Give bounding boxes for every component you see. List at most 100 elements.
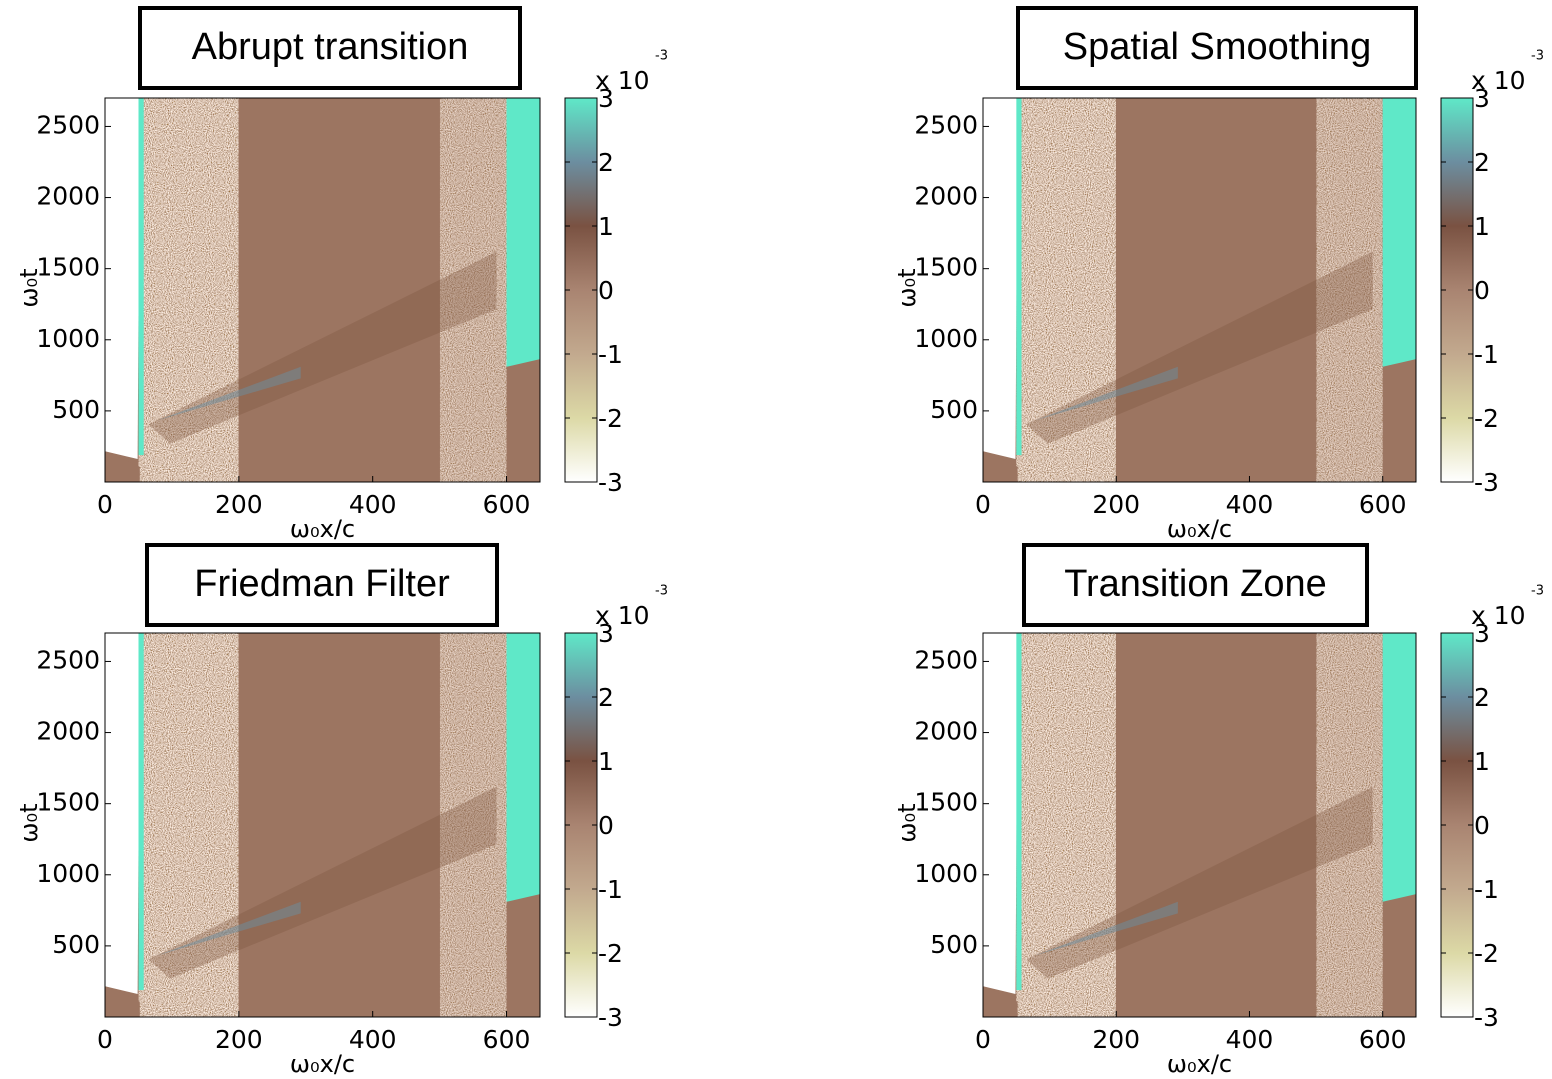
colorbar-multiplier: x 10: [1471, 601, 1526, 630]
field-cyan: [138, 633, 144, 991]
field-band: [157, 901, 301, 956]
title-box: [1022, 543, 1369, 627]
colorbar-tick-label: 3: [598, 84, 614, 113]
field-cyan: [506, 98, 540, 367]
colorbar-tick-label: -1: [1474, 340, 1499, 369]
colorbar-tick-label: 0: [1474, 811, 1490, 840]
x-tick-label: 600: [483, 1025, 531, 1054]
field-noise: [439, 633, 507, 1017]
field-bottom: [105, 451, 140, 482]
x-tick-label: 400: [1226, 490, 1274, 519]
x-tick-label: 200: [215, 1025, 263, 1054]
y-tick-label: 1000: [914, 859, 978, 888]
colorbar-tick-label: 2: [598, 683, 614, 712]
field-noise: [439, 98, 507, 482]
colorbar-tick-label: 3: [1474, 84, 1490, 113]
field-noise: [1016, 98, 1116, 482]
title-box: [1016, 6, 1418, 90]
colorbar-tick-label: 0: [598, 811, 614, 840]
colorbar-tick-label: 1: [598, 212, 614, 241]
colorbar-exponent: -3: [1531, 584, 1544, 599]
x-tick-label: 0: [975, 1025, 991, 1054]
colorbar-tick-label: 1: [598, 747, 614, 776]
y-tick-label: 500: [930, 930, 978, 959]
field-bottom: [983, 451, 1018, 482]
x-axis-label: ω₀x/c: [290, 515, 355, 543]
field-white: [105, 633, 140, 994]
panel: 0 200 400 600 500 1000 1500 2000 2500 ω₀x/c ω₀t Tra…: [893, 543, 1544, 1078]
x-axis-label: ω₀x/c: [290, 1050, 355, 1078]
y-tick-label: 1000: [914, 324, 978, 353]
colorbar-tick-label: -1: [598, 340, 623, 369]
colorbar-tick-label: -2: [1474, 404, 1499, 433]
heatmap: [983, 633, 1416, 1017]
y-axis-label: ω₀t: [15, 803, 43, 842]
colorbar-tick-label: -2: [598, 939, 623, 968]
y-tick-label: 1500: [36, 253, 100, 282]
y-tick-label: 1000: [36, 859, 100, 888]
y-axis-label: ω₀t: [15, 268, 43, 307]
field-band: [1034, 901, 1178, 956]
x-tick-label: 400: [1226, 1025, 1274, 1054]
y-tick-label: 2000: [914, 182, 978, 211]
field-cyan: [1382, 633, 1416, 902]
y-tick-label: 1000: [36, 324, 100, 353]
plot-frame: [104, 632, 541, 1018]
plot-frame: [982, 97, 1417, 483]
panel: 0 200 400 600 500 1000 1500 2000 2500 ω₀x/c ω₀t Spa…: [893, 6, 1544, 543]
x-tick-label: 200: [1092, 490, 1140, 519]
x-tick-label: 0: [975, 490, 991, 519]
field-white: [983, 98, 1018, 459]
colorbar-exponent: -3: [655, 584, 668, 599]
field-noise: [138, 98, 239, 482]
y-tick-label: 1500: [914, 788, 978, 817]
colorbar-tick-label: -2: [1474, 939, 1499, 968]
colorbar-tick-label: 1: [1474, 212, 1490, 241]
colorbar: [1440, 97, 1474, 483]
colorbar-tick-label: -3: [598, 1003, 623, 1032]
y-tick-label: 2500: [36, 110, 100, 139]
field-white: [983, 633, 1018, 994]
x-axis-label: ω₀x/c: [1167, 1050, 1232, 1078]
colorbar-multiplier: x 10: [1471, 66, 1526, 95]
field-white: [105, 98, 140, 459]
panel: 0 200 400 600 500 1000 1500 2000 2500 ω₀x/c ω₀t Abr…: [15, 6, 668, 543]
field-bottom: [983, 986, 1018, 1017]
colorbar-tick-label: -1: [598, 875, 623, 904]
colorbar-tick-label: 0: [598, 276, 614, 305]
y-tick-label: 500: [52, 930, 100, 959]
heatmap: [105, 633, 540, 1017]
y-tick-label: 500: [52, 395, 100, 424]
chart-title: Friedman Filter: [194, 563, 450, 605]
field-band: [1034, 366, 1178, 421]
x-tick-label: 400: [349, 490, 397, 519]
x-axis-label: ω₀x/c: [1167, 515, 1232, 543]
colorbar-tick-label: 1: [1474, 747, 1490, 776]
y-axis-label: ω₀t: [893, 268, 921, 307]
y-tick-label: 2500: [914, 110, 978, 139]
x-tick-label: 200: [215, 490, 263, 519]
field-noise: [138, 633, 239, 1017]
y-tick-label: 1500: [914, 253, 978, 282]
y-tick-label: 2500: [36, 645, 100, 674]
field-cyan: [138, 98, 144, 456]
colorbar-tick-label: 3: [598, 619, 614, 648]
field-noise: [1316, 633, 1383, 1017]
x-tick-label: 0: [97, 490, 113, 519]
field-bottom: [105, 986, 140, 1017]
colorbar-tick-label: -2: [598, 404, 623, 433]
heatmap: [983, 98, 1416, 482]
y-axis-label: ω₀t: [893, 803, 921, 842]
field-band: [157, 366, 301, 421]
field-cyan: [1382, 98, 1416, 367]
x-tick-label: 600: [483, 490, 531, 519]
colorbar-tick-label: 2: [598, 148, 614, 177]
colorbar: [564, 97, 598, 483]
x-tick-label: 200: [1092, 1025, 1140, 1054]
colorbar-tick-label: 0: [1474, 276, 1490, 305]
field-noise: [1316, 98, 1383, 482]
plot-frame: [104, 97, 541, 483]
x-tick-label: 600: [1359, 490, 1407, 519]
colorbar-multiplier: x 10: [595, 601, 650, 630]
